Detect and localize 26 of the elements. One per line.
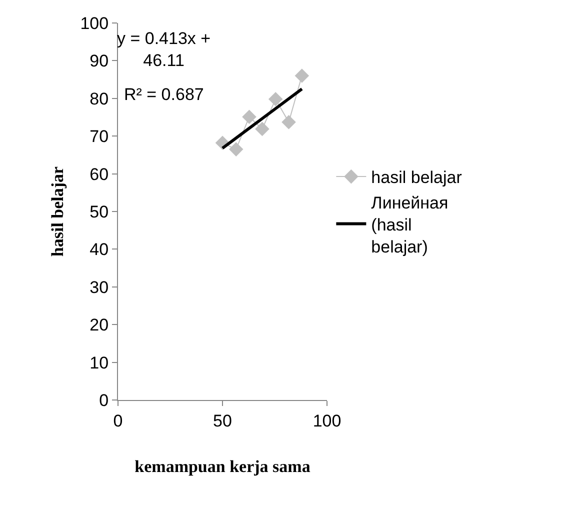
annotation: y = 0.413x + 46.11 xyxy=(117,29,211,70)
point xyxy=(294,68,310,83)
y-tick-label: 90 xyxy=(90,52,109,71)
x-tick-label: 0 xyxy=(113,411,123,430)
y-tick-label: 60 xyxy=(90,164,109,184)
x-tick-label: 100 xyxy=(312,411,342,430)
y-axis-title: hasil belajar xyxy=(48,166,67,257)
y-tick-label: 20 xyxy=(90,316,109,335)
x-tick-label: 50 xyxy=(213,411,232,430)
legend-label: Линейная (hasil belajar) xyxy=(371,193,448,256)
y-tick-label: 70 xyxy=(90,127,109,146)
point xyxy=(282,115,296,130)
y-tick-label: 30 xyxy=(90,278,109,297)
point xyxy=(255,122,270,136)
y-tick-label: 40 xyxy=(90,240,109,260)
point xyxy=(228,142,244,156)
y-tick-label: 80 xyxy=(90,89,109,108)
y-tick-label: 50 xyxy=(90,202,109,222)
annotation: R² = 0.687 xyxy=(124,85,204,104)
point xyxy=(242,110,256,124)
y-tick-label: 0 xyxy=(99,390,109,410)
x-axis-title: kemampuan kerja sama xyxy=(134,456,311,476)
y-tick-label: 100 xyxy=(80,14,109,33)
y-tick-label: 10 xyxy=(90,353,109,372)
legend-label: hasil belajar xyxy=(371,168,462,188)
point xyxy=(268,92,283,106)
